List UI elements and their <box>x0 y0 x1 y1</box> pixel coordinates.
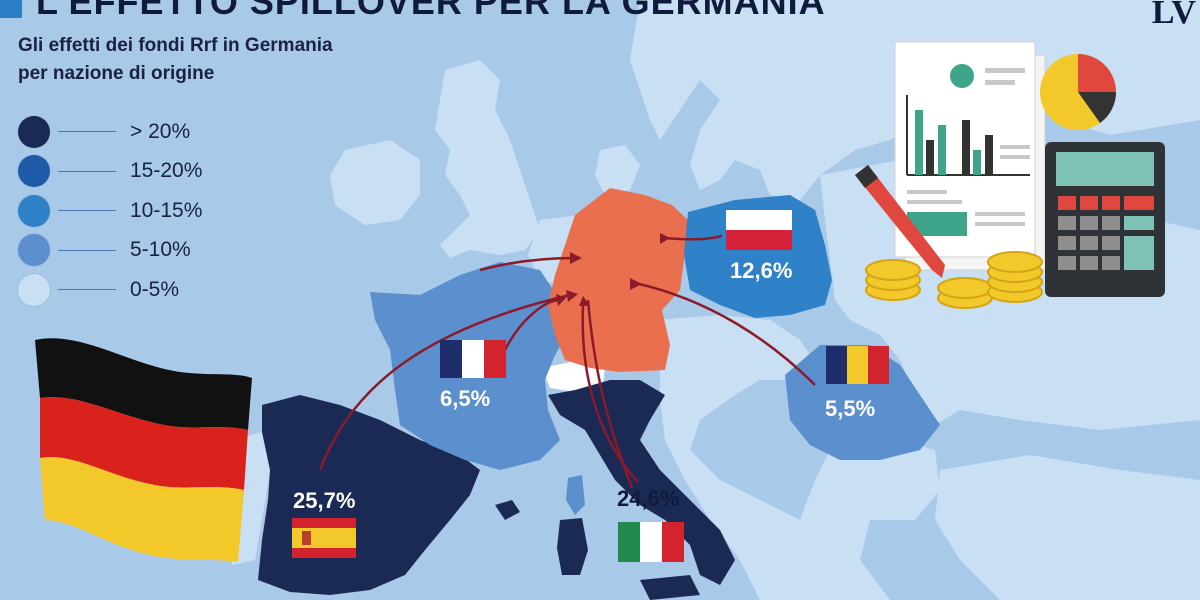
legend-label: 0-5% <box>130 277 180 301</box>
legend-label: 15-20% <box>130 159 203 183</box>
flow-arrows <box>318 234 816 489</box>
legend-item: 5-10% <box>18 231 202 271</box>
italy-value: 24,6% <box>617 486 680 511</box>
legend-leader-line <box>58 249 116 251</box>
arrow-italy-1 <box>586 299 634 489</box>
legend-item: 0-5% <box>18 270 202 310</box>
poland-flag <box>726 210 792 250</box>
germany-flag-icon <box>35 338 252 562</box>
romania-flag <box>826 346 889 384</box>
arrowhead <box>579 296 590 306</box>
legend-label: 5-10% <box>130 238 191 262</box>
turkey-region <box>935 455 1200 600</box>
poland <box>684 195 832 318</box>
spain-value: 25,7% <box>293 488 356 513</box>
subtitle-line-1: Gli effetti dei fondi Rrf in Germania <box>18 35 333 56</box>
subtitle: Gli effetti dei fondi Rrf in Germania pe… <box>18 32 438 88</box>
italy <box>548 380 735 585</box>
arrow-france <box>503 298 561 351</box>
legend-swatch <box>18 234 50 267</box>
legend-item: 15-20% <box>18 152 202 192</box>
arrow-poland <box>664 234 723 241</box>
legend-swatch <box>18 273 50 306</box>
pie-chart-icon <box>1040 54 1116 130</box>
sicily <box>640 575 700 600</box>
arrowhead <box>570 252 582 264</box>
page-title: L'EFFETTO SPILLOVER PER LA GERMANIA <box>36 0 826 22</box>
italy-flag <box>618 522 684 562</box>
central-europe <box>655 315 850 600</box>
coins-icon <box>865 251 1043 309</box>
arrow-spain <box>318 293 571 471</box>
arrowhead <box>630 278 642 290</box>
arrow-romania <box>634 281 816 386</box>
calculator-icon <box>1045 142 1165 297</box>
france-flag <box>440 340 506 378</box>
arrow-spain-top <box>479 256 576 272</box>
legend: > 20% 15-20% 10-15% 5-10% 0-5% <box>18 112 202 310</box>
legend-leader-line <box>58 289 116 291</box>
france-value: 6,5% <box>440 386 491 411</box>
poland-value: 12,6% <box>730 258 793 283</box>
sardinia <box>557 518 588 575</box>
legend-swatch <box>18 115 50 148</box>
title-bar: L'EFFETTO SPILLOVER PER LA GERMANIA <box>0 0 826 22</box>
report-document-icon <box>894 41 1046 271</box>
ireland <box>330 140 420 225</box>
great-britain <box>435 60 540 258</box>
arrowhead <box>556 294 566 306</box>
romania-value: 5,5% <box>825 396 876 421</box>
legend-item: 10-15% <box>18 191 202 231</box>
arrowhead <box>660 233 670 244</box>
balearic <box>495 500 520 520</box>
arrowhead <box>566 290 578 302</box>
legend-leader-line <box>58 210 116 212</box>
legend-label: 10-15% <box>130 198 203 222</box>
legend-item: > 20% <box>18 112 202 152</box>
romania <box>785 345 940 460</box>
legend-leader-line <box>58 131 116 133</box>
legend-label: > 20% <box>130 119 191 143</box>
spain-flag <box>292 518 356 558</box>
arrow-italy-2 <box>581 304 639 483</box>
denmark <box>595 145 640 195</box>
pen-icon <box>855 165 945 278</box>
logo: LV <box>1151 0 1196 31</box>
legend-swatch <box>18 155 50 188</box>
corsica <box>566 475 585 515</box>
arrow-heads <box>556 233 670 306</box>
legend-swatch <box>18 194 50 227</box>
legend-leader-line <box>58 170 116 172</box>
subtitle-line-2: per nazione di origine <box>18 63 215 84</box>
bulgaria-greece <box>800 440 940 600</box>
finland-baltics <box>780 0 900 130</box>
title-accent <box>0 0 22 18</box>
